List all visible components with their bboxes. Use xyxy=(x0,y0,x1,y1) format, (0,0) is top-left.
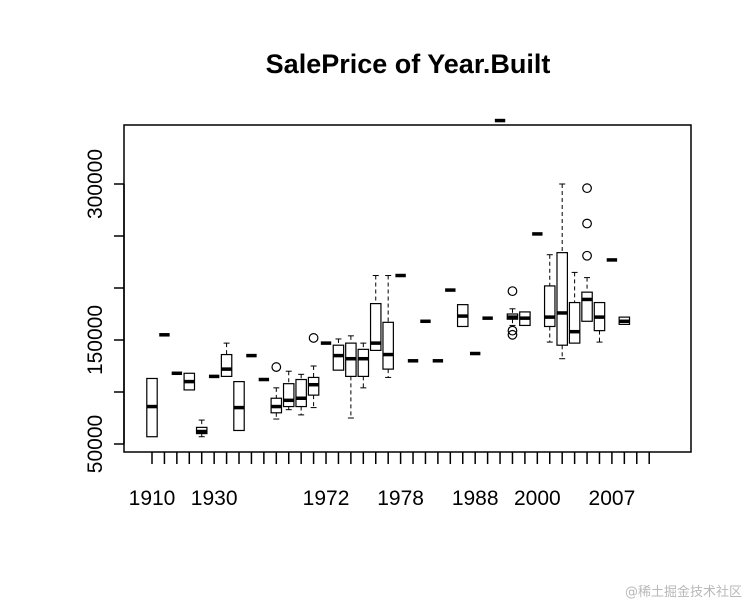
x-tick-label: 1988 xyxy=(452,487,499,510)
x-tick-label: 2000 xyxy=(514,487,561,510)
box-group xyxy=(456,304,469,328)
x-tick-label: 1972 xyxy=(303,487,350,510)
outlier-point xyxy=(582,183,592,194)
box-group xyxy=(233,381,245,432)
outlier-point xyxy=(271,362,282,372)
plot-frame xyxy=(123,124,692,453)
box-group xyxy=(519,311,531,327)
box-iqr xyxy=(581,291,593,322)
x-tick-label: 2007 xyxy=(589,487,636,510)
x-tick-label: 1910 xyxy=(129,487,176,510)
outlier-point xyxy=(507,325,518,336)
y-tick-label: 300000 xyxy=(84,149,107,219)
outlier-point xyxy=(308,333,319,343)
box-group xyxy=(282,370,295,411)
box-group xyxy=(220,342,233,377)
outlier-point xyxy=(582,250,592,261)
box-group xyxy=(295,373,307,416)
box-iqr xyxy=(382,321,394,370)
y-axis: 50000 150000 300000 xyxy=(84,149,125,473)
y-tick-label: 50000 xyxy=(84,415,107,473)
box-group xyxy=(382,275,394,378)
box-iqr xyxy=(282,383,295,408)
y-tick-label: 150000 xyxy=(84,305,107,375)
outlier-point xyxy=(582,218,592,229)
box-group xyxy=(146,377,158,438)
watermark-text: @稀土掘金技术社区 xyxy=(625,584,742,600)
box-group xyxy=(543,254,556,343)
box-iqr xyxy=(357,348,370,377)
box-group xyxy=(506,286,519,340)
box-group xyxy=(307,333,320,409)
box-group xyxy=(556,183,568,360)
box-iqr xyxy=(369,303,382,352)
box-iqr xyxy=(332,344,345,371)
x-axis: 1910 1930 1972 1978 1988 2000 2007 xyxy=(129,452,650,510)
box-group xyxy=(270,362,283,420)
chart-title: SalePrice of Year.Built xyxy=(266,49,551,79)
box-iqr xyxy=(220,353,233,377)
box-group xyxy=(369,275,382,352)
box-iqr xyxy=(568,301,581,344)
box-iqr xyxy=(556,252,568,346)
box-iqr xyxy=(295,378,307,408)
box-group xyxy=(357,342,370,389)
box-iqr xyxy=(543,285,556,328)
box-group xyxy=(568,271,581,344)
box-group xyxy=(332,338,345,371)
box-group xyxy=(183,372,196,391)
box-group xyxy=(593,301,606,343)
box-group xyxy=(618,316,631,325)
box-group xyxy=(345,335,357,419)
x-tick-label: 1978 xyxy=(377,487,424,510)
box-series xyxy=(146,118,631,438)
box-group xyxy=(195,419,208,438)
outlier-point xyxy=(507,286,518,297)
outlier-point xyxy=(507,329,518,340)
x-tick-label: 1930 xyxy=(191,487,238,510)
box-group xyxy=(581,183,593,322)
